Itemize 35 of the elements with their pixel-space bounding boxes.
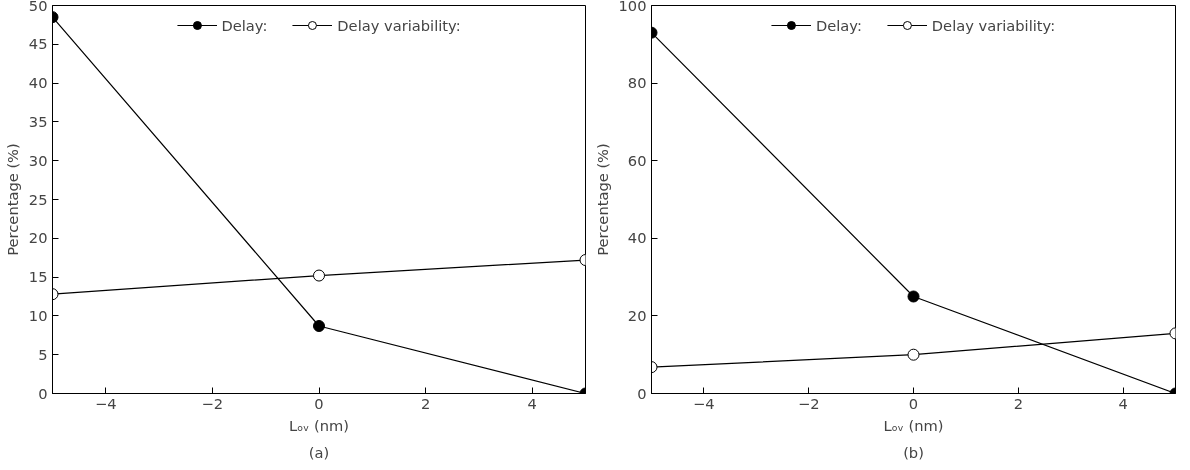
- x-axis-title: Lₒᵥ (nm): [289, 416, 349, 434]
- x-tick-label: 2: [420, 394, 431, 412]
- text: (a): [308, 443, 330, 461]
- y-tick-label: 20: [28, 229, 48, 247]
- text: (b): [903, 443, 924, 461]
- y-tick-label: 40: [627, 229, 647, 247]
- y-tick-label: 15: [28, 268, 48, 286]
- y-tick-label: 25: [28, 190, 48, 208]
- y-axis-title: Percentage (%): [593, 143, 611, 256]
- x-tick-label: 2: [1013, 394, 1023, 412]
- x-axis-title: Lₒᵥ (nm): [883, 416, 944, 434]
- y-tick-label: 20: [627, 306, 647, 324]
- y-tick-label: 80: [627, 74, 647, 92]
- x-tick-label: −2: [201, 394, 224, 412]
- y-tick-label: 35: [28, 112, 48, 130]
- y-tick-label: 30: [28, 151, 48, 169]
- x-tick-label: 0: [908, 394, 919, 412]
- x-tick-label: 4: [1118, 394, 1128, 412]
- x-tick-label: −4: [693, 394, 715, 412]
- y-tick-label: 45: [28, 35, 48, 53]
- y-tick-label: 60: [627, 151, 647, 169]
- y-tick-label: 50: [28, 0, 48, 14]
- legend-label: Delay:: [815, 16, 862, 34]
- x-tick-label: 4: [527, 394, 537, 412]
- legend-label: Delay variability:: [931, 16, 1056, 34]
- y-tick-label: 40: [28, 74, 48, 92]
- y-tick-label: 5: [38, 345, 48, 363]
- x-tick-label: −2: [797, 394, 820, 412]
- legend-label: Delay:: [221, 16, 268, 34]
- x-tick-label: 0: [314, 394, 324, 412]
- y-tick-label: 10: [28, 306, 48, 324]
- x-tick-label: −4: [95, 394, 117, 412]
- y-axis-title: Percentage (%): [3, 143, 21, 256]
- y-tick-label: 100: [618, 0, 647, 14]
- legend-label: Delay variability:: [337, 16, 461, 34]
